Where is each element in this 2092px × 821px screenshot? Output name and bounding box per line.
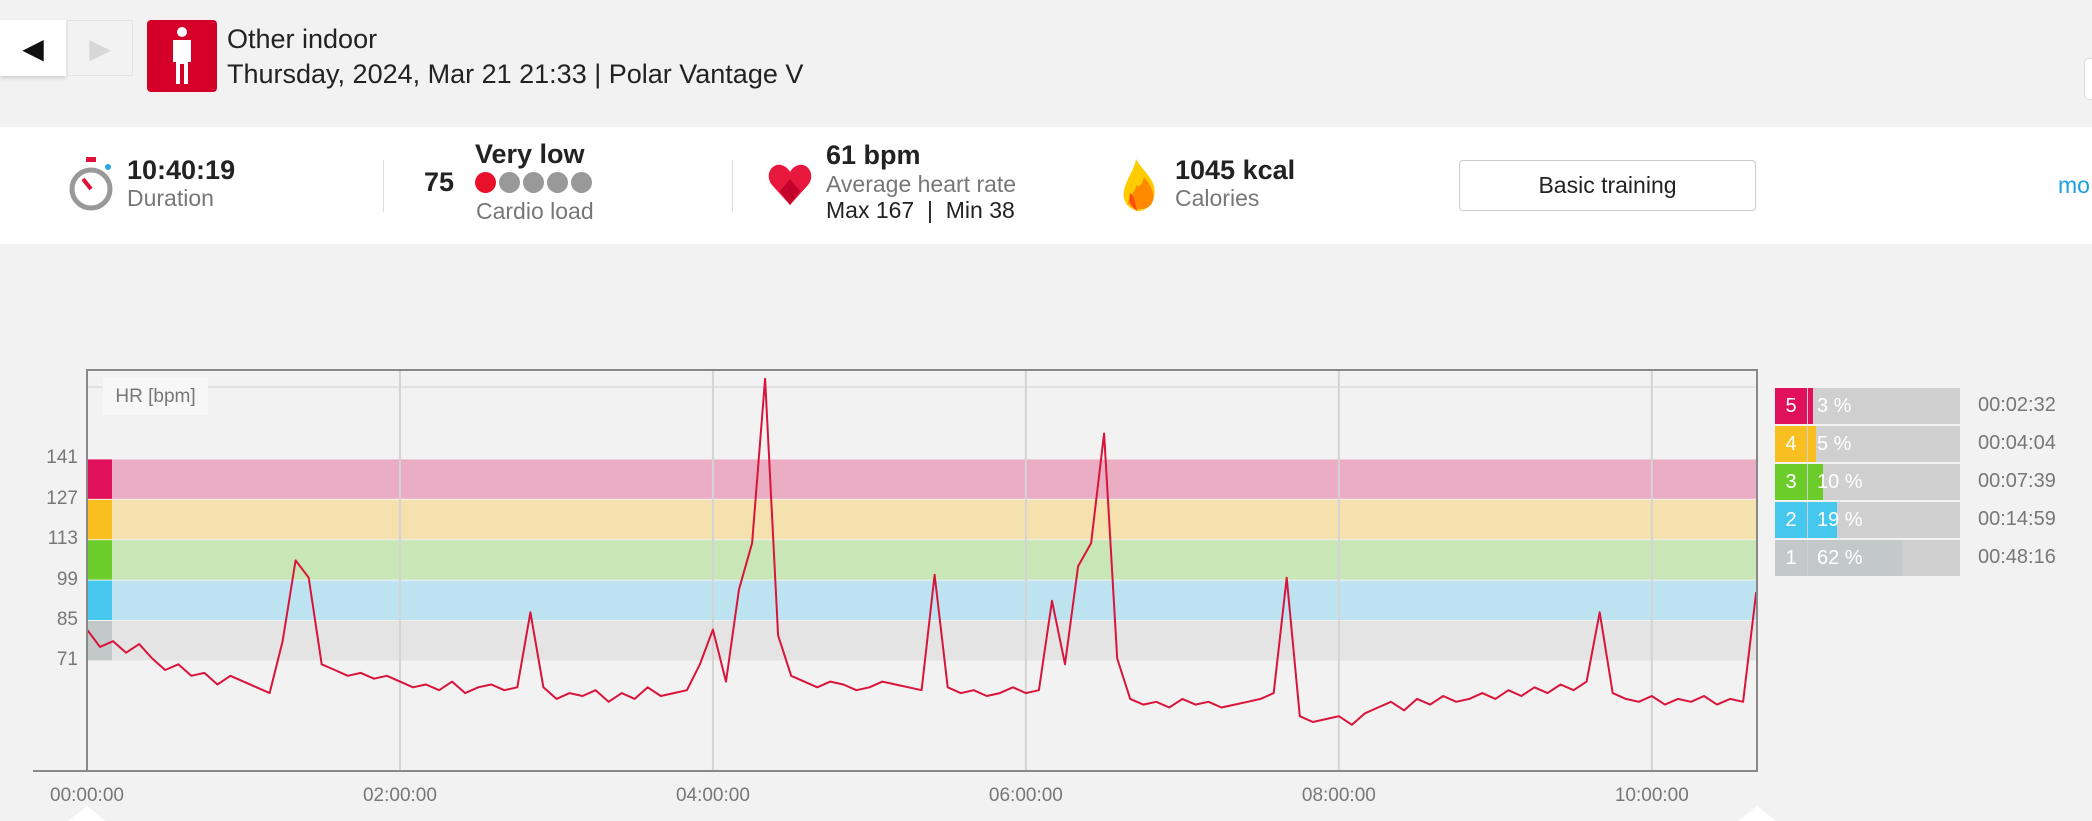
cardio-load-label: Cardio load <box>476 198 594 224</box>
y-axis-label: HR [bpm] <box>103 378 208 415</box>
divider <box>732 160 733 212</box>
zone-percent: 5 % <box>1817 433 1852 455</box>
zone-percent: 19 % <box>1817 509 1863 531</box>
zone-number: 4 <box>1775 426 1807 462</box>
zone-band-3 <box>87 540 1757 580</box>
hr-series-line <box>86 377 1758 726</box>
cardio-load-dot <box>499 172 520 193</box>
zone-row-1[interactable]: 1 62 % <box>1775 540 1960 576</box>
back-arrow-icon: ◀ <box>22 32 44 64</box>
zone-row-4[interactable]: 4 5 % <box>1775 426 1960 462</box>
cardio-load-level: Very low <box>475 139 585 169</box>
cardio-load-score: 75 <box>424 167 455 197</box>
flame-icon <box>1122 159 1158 216</box>
y-tick-label: 141 <box>46 447 78 469</box>
x-tick-label: 04:00:00 <box>675 785 750 806</box>
zone-number: 1 <box>1775 540 1807 576</box>
x-tick-label: 06:00:00 <box>988 785 1063 806</box>
cardio-load-dot <box>547 172 568 193</box>
heart-icon <box>768 163 812 210</box>
y-tick-label: 85 <box>56 608 78 630</box>
cardio-load-dot <box>475 172 496 193</box>
zone-time: 00:14:59 <box>1978 508 2056 530</box>
zone-time: 00:48:16 <box>1978 546 2056 568</box>
y-tick-label: 99 <box>56 568 78 590</box>
cardio-load-dots <box>475 172 595 198</box>
zone-band-1 <box>87 620 1757 661</box>
zone-band-5 <box>87 459 1757 499</box>
zone-time: 00:04:04 <box>1978 432 2056 454</box>
summary-bar: 10:40:19 Duration 75 Very low Cardio loa… <box>0 127 2092 244</box>
x-tick-label: 08:00:00 <box>1301 785 1376 806</box>
y-tick-label: 71 <box>56 649 78 671</box>
person-icon <box>147 20 217 92</box>
zone-percent: 10 % <box>1817 471 1863 493</box>
forward-arrow-icon: ▶ <box>89 32 111 64</box>
zone-percent-bar <box>1808 388 1813 424</box>
divider <box>383 160 384 212</box>
zone-tab-3 <box>87 540 112 580</box>
more-link[interactable]: mo <box>2058 172 2090 198</box>
duration-value: 10:40:19 <box>127 155 236 185</box>
zone-row-5[interactable]: 5 3 % <box>1775 388 1960 424</box>
y-tick-label: 113 <box>47 528 78 550</box>
y-tick-label: 127 <box>46 487 78 509</box>
x-tick-label: 10:00:00 <box>1614 785 1689 806</box>
zone-number: 2 <box>1775 502 1807 538</box>
zone-number: 3 <box>1775 464 1807 500</box>
activity-title: Other indoor <box>227 24 378 54</box>
calories-label: Calories <box>1175 185 1260 211</box>
x-tick-label: 02:00:00 <box>362 785 437 806</box>
avg-hr-value: 61 bpm <box>826 140 921 170</box>
zone-percent-bar <box>1808 464 1824 500</box>
zone-time: 00:02:32 <box>1978 394 2056 416</box>
zone-tab-5 <box>87 459 112 499</box>
zone-time: 00:07:39 <box>1978 470 2056 492</box>
calories-value: 1045 kcal <box>1175 155 1296 185</box>
range-end-handle <box>1738 806 1776 821</box>
cardio-load-dot <box>571 172 592 193</box>
zone-percent-bar <box>1808 502 1837 538</box>
zone-percent-bar <box>1808 540 1903 576</box>
zone-row-2[interactable]: 2 19 % <box>1775 502 1960 538</box>
range-start-handle <box>68 806 106 821</box>
avg-hr-label: Average heart rate <box>826 171 1017 197</box>
zone-percent-bar <box>1808 426 1816 462</box>
zone-percent: 62 % <box>1817 547 1863 569</box>
x-tick-label: 00:00:00 <box>50 785 124 806</box>
zone-band-4 <box>87 499 1757 540</box>
max-min-hr: Max 167 | Min 38 <box>826 197 1015 223</box>
zone-band-2 <box>87 580 1757 620</box>
side-panel-edge[interactable] <box>2084 58 2092 100</box>
cardio-load-dot <box>523 172 544 193</box>
next-button[interactable]: ▶ <box>67 20 133 76</box>
zone-tab-2 <box>87 580 112 620</box>
zone-row-3[interactable]: 3 10 % <box>1775 464 1960 500</box>
zone-tab-4 <box>87 499 112 540</box>
activity-subtitle: Thursday, 2024, Mar 21 21:33 | Polar Van… <box>227 59 804 89</box>
training-benefit-button[interactable]: Basic training <box>1459 160 1756 211</box>
zone-tab-1 <box>87 620 112 661</box>
zone-number: 5 <box>1775 388 1807 424</box>
previous-button[interactable]: ◀ <box>0 20 66 76</box>
stopwatch-icon <box>69 157 115 218</box>
zone-percent: 3 % <box>1817 395 1852 417</box>
duration-label: Duration <box>127 185 214 211</box>
